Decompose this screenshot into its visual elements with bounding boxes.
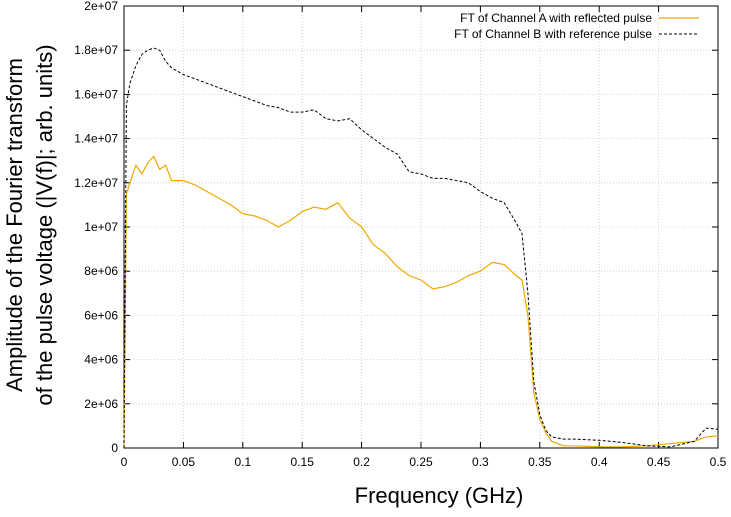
x-tick-label: 0.3 (472, 455, 489, 469)
y-tick-label: 4e+06 (84, 353, 118, 367)
y-tick-label: 1.6e+07 (74, 87, 118, 101)
x-tick-label: 0.1 (234, 455, 251, 469)
x-axis-label: Frequency (GHz) (355, 483, 524, 508)
x-tick-label: 0.15 (291, 455, 315, 469)
x-tick-label: 0.4 (591, 455, 608, 469)
x-tick-label: 0.35 (528, 455, 552, 469)
y-tick-label: 6e+06 (84, 308, 118, 322)
grid-layer (124, 6, 718, 448)
x-tick-label: 0.2 (353, 455, 370, 469)
series-b-line (123, 47, 719, 449)
tick-layer: 0 0.05 0.1 0.15 0.2 0.25 0.3 0.35 0.4 0.45 0.5 0 2e+… (74, 0, 726, 469)
y-tick-label: 0 (111, 441, 118, 455)
x-tick-label: 0.25 (409, 455, 433, 469)
x-tick-label: 0 (121, 455, 128, 469)
y-tick-label: 1.8e+07 (74, 43, 118, 57)
x-tick-label: 0.45 (647, 455, 671, 469)
y-tick-label: 1e+07 (84, 220, 118, 234)
y-tick-label: 1.2e+07 (74, 176, 118, 190)
legend-label-series-a: FT of Channel A with reflected pulse (460, 11, 652, 25)
y-tick-label: 2e+07 (84, 0, 118, 13)
y-tick-label: 2e+06 (84, 397, 118, 411)
series-layer (123, 47, 719, 449)
y-tick-label: 8e+06 (84, 264, 118, 278)
y-axis-label-line2: of the pulse voltage (|V(f)|; arb. units… (32, 44, 57, 405)
legend: FT of Channel A with reflected pulse FT … (454, 11, 699, 41)
x-tick-label: 0.5 (710, 455, 727, 469)
x-tick-label: 0.05 (172, 455, 196, 469)
y-axis-label-line1: Amplitude of the Fourier transform (2, 58, 27, 392)
y-tick-label: 1.4e+07 (74, 132, 118, 146)
series-a-line (123, 155, 719, 449)
legend-label-series-b: FT of Channel B with reference pulse (454, 27, 652, 41)
